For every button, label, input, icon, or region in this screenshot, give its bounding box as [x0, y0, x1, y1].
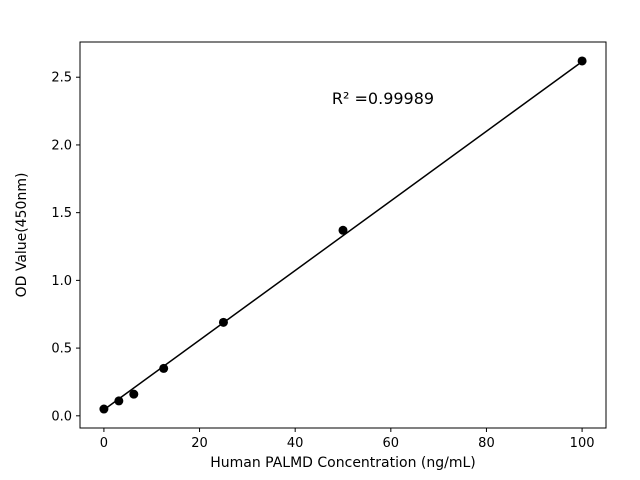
x-tick-label: 0 [100, 436, 108, 451]
r-squared-annotation: R² =0.99989 [332, 89, 434, 108]
y-tick-label: 1.5 [51, 206, 72, 221]
data-point [99, 404, 109, 414]
x-axis-ticks: 0 20 40 60 80 100 [100, 428, 595, 451]
x-axis-title: Human PALMD Concentration (ng/mL) [210, 455, 476, 471]
data-point [338, 225, 348, 235]
x-tick-label: 20 [191, 436, 208, 451]
y-tick-label: 0.0 [51, 409, 72, 424]
data-point [577, 56, 587, 66]
y-tick-label: 2.0 [51, 138, 72, 153]
y-tick-label: 1.0 [51, 274, 72, 289]
x-tick-label: 40 [287, 436, 304, 451]
data-point [159, 363, 169, 373]
regression-line-group [103, 61, 583, 411]
x-tick-label: 60 [383, 436, 400, 451]
data-point [114, 396, 124, 406]
y-tick-label: 2.5 [51, 71, 72, 86]
plot-frame [79, 41, 607, 429]
y-tick-label: 0.5 [51, 342, 72, 357]
data-point [218, 317, 228, 327]
data-point [129, 389, 139, 399]
data-points-group [99, 56, 587, 414]
x-tick-label: 80 [478, 436, 495, 451]
regression-line [103, 61, 583, 411]
y-axis-title: OD Value(450nm) [14, 173, 30, 298]
y-axis-ticks: 0.0 0.5 1.0 1.5 2.0 2.5 [51, 71, 80, 424]
x-tick-label: 100 [570, 436, 595, 451]
